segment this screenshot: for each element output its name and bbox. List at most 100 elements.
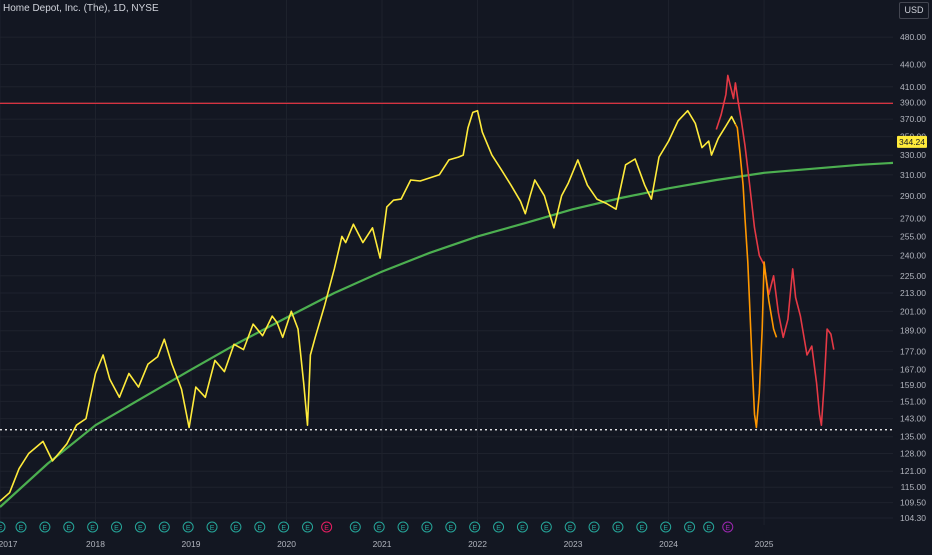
- earnings-marker[interactable]: E: [540, 521, 552, 533]
- price-axis[interactable]: 480.00440.00410.00390.00370.00350.00330.…: [893, 0, 932, 550]
- earnings-marker[interactable]: E: [254, 521, 266, 533]
- earnings-marker[interactable]: E: [703, 521, 715, 533]
- earnings-marker-label: E: [568, 525, 573, 532]
- moving-average-line[interactable]: [0, 161, 894, 508]
- projection-orange-line[interactable]: [734, 123, 778, 429]
- price-series: [0, 74, 894, 508]
- price-tick-label: 440.00: [900, 60, 926, 70]
- price-tick-label: 167.00: [900, 365, 926, 375]
- earnings-marker-badge: [684, 521, 696, 533]
- earnings-marker-label: E: [43, 525, 48, 532]
- earnings-marker[interactable]: E: [445, 521, 457, 533]
- price-tick-label: 109.50: [900, 498, 926, 508]
- time-tick-label: 2023: [564, 539, 583, 549]
- earnings-marker-badge: [278, 521, 290, 533]
- price-tick-label: 225.00: [900, 271, 926, 281]
- earnings-marker[interactable]: E: [469, 521, 481, 533]
- time-tick-label: 2022: [468, 539, 487, 549]
- earnings-marker-badge: [111, 521, 123, 533]
- earnings-marker[interactable]: E: [397, 521, 409, 533]
- earnings-marker[interactable]: E: [111, 521, 123, 533]
- price-tick-label: 143.00: [900, 414, 926, 424]
- price-tick-label: 480.00: [900, 32, 926, 42]
- price-tick-label: 290.00: [900, 191, 926, 201]
- earnings-marker[interactable]: E: [63, 521, 75, 533]
- price-tick-label: 151.00: [900, 396, 926, 406]
- earnings-markers: EEEEEEEEEEEEEEEEEEEEEEEEEEEEEEEE: [0, 521, 734, 533]
- price-tick-label: 213.00: [900, 288, 926, 298]
- last-price-badge: [897, 135, 927, 148]
- currency-button[interactable]: USD: [899, 2, 929, 19]
- earnings-marker[interactable]: E: [493, 521, 505, 533]
- earnings-marker-label: E: [725, 525, 730, 532]
- earnings-marker-badge: [397, 521, 409, 533]
- time-tick-label: 2025: [755, 539, 774, 549]
- earnings-marker-badge: [612, 521, 624, 533]
- earnings-marker[interactable]: E: [158, 521, 170, 533]
- price-tick-label: 201.00: [900, 306, 926, 316]
- earnings-marker-badge: [564, 521, 576, 533]
- earnings-marker-label: E: [138, 525, 143, 532]
- earnings-marker[interactable]: E: [588, 521, 600, 533]
- price-tick-label: 370.00: [900, 114, 926, 124]
- earnings-marker-badge: [254, 521, 266, 533]
- earnings-marker-badge: [421, 521, 433, 533]
- earnings-marker[interactable]: E: [564, 521, 576, 533]
- price-tick-label: 121.00: [900, 466, 926, 476]
- earnings-marker-label: E: [0, 525, 3, 532]
- time-tick-label: 2017: [0, 539, 18, 549]
- earnings-marker[interactable]: E: [39, 521, 51, 533]
- earnings-marker[interactable]: E: [15, 521, 27, 533]
- earnings-marker-badge: [636, 521, 648, 533]
- earnings-marker[interactable]: E: [230, 521, 242, 533]
- earnings-marker-badge: [469, 521, 481, 533]
- earnings-marker-badge: [0, 521, 6, 533]
- earnings-marker-label: E: [186, 525, 191, 532]
- earnings-marker[interactable]: E: [660, 521, 672, 533]
- earnings-marker[interactable]: E: [421, 521, 433, 533]
- earnings-marker-badge: [87, 521, 99, 533]
- earnings-marker-label: E: [210, 525, 215, 532]
- price-line[interactable]: [0, 109, 737, 502]
- earnings-marker[interactable]: E: [349, 521, 361, 533]
- earnings-marker-badge: [703, 521, 715, 533]
- earnings-marker-label: E: [706, 525, 711, 532]
- earnings-marker[interactable]: E: [612, 521, 624, 533]
- earnings-marker-label: E: [234, 525, 239, 532]
- price-tick-label: 104.30: [900, 513, 926, 523]
- earnings-marker-badge: [230, 521, 242, 533]
- time-tick-label: 2020: [277, 539, 296, 549]
- earnings-marker-label: E: [448, 525, 453, 532]
- earnings-marker[interactable]: E: [321, 521, 333, 533]
- earnings-marker[interactable]: E: [684, 521, 696, 533]
- time-tick-label: 2019: [182, 539, 201, 549]
- earnings-marker[interactable]: E: [0, 521, 6, 533]
- earnings-marker-label: E: [377, 525, 382, 532]
- earnings-marker[interactable]: E: [182, 521, 194, 533]
- projection-red-line[interactable]: [715, 74, 835, 426]
- earnings-marker[interactable]: E: [87, 521, 99, 533]
- earnings-marker-label: E: [496, 525, 501, 532]
- earnings-marker[interactable]: E: [302, 521, 314, 533]
- earnings-marker[interactable]: E: [373, 521, 385, 533]
- earnings-marker[interactable]: E: [722, 521, 734, 533]
- earnings-marker-label: E: [520, 525, 525, 532]
- earnings-marker[interactable]: E: [278, 521, 290, 533]
- earnings-marker-badge: [660, 521, 672, 533]
- time-axis[interactable]: 2017 2018 2019 2020 2021 2022 2023 2024 2025: [0, 537, 932, 550]
- price-tick-label: 330.00: [900, 150, 926, 160]
- price-tick-label: 177.00: [900, 346, 926, 356]
- earnings-marker[interactable]: E: [516, 521, 528, 533]
- earnings-marker[interactable]: E: [636, 521, 648, 533]
- earnings-marker-badge: [373, 521, 385, 533]
- earnings-marker-badge: [302, 521, 314, 533]
- time-tick-label: 2021: [373, 539, 392, 549]
- earnings-marker-badge: [540, 521, 552, 533]
- earnings-marker-label: E: [687, 525, 692, 532]
- earnings-marker-label: E: [353, 525, 358, 532]
- earnings-marker[interactable]: E: [134, 521, 146, 533]
- earnings-marker[interactable]: E: [206, 521, 218, 533]
